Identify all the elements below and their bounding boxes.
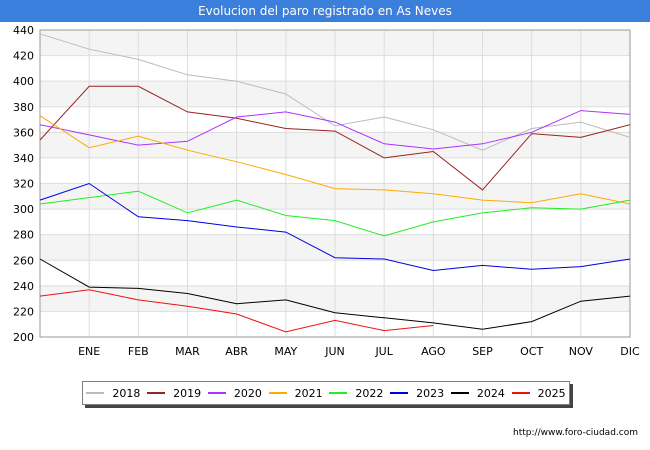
- legend-item-2019: 2019: [147, 387, 201, 400]
- y-tick-label: 300: [13, 203, 34, 216]
- x-tick-label: SEP: [472, 345, 493, 358]
- y-tick-label: 280: [13, 229, 34, 242]
- y-tick-label: 320: [13, 178, 34, 191]
- series-line-2022: [39, 190, 631, 237]
- legend-label: 2025: [537, 386, 566, 400]
- legend-label: 2018: [112, 386, 141, 400]
- legend-item-2021: 2021: [268, 386, 323, 400]
- series-line-2025: [39, 289, 434, 333]
- y-tick-label: 360: [13, 126, 34, 139]
- legend-swatch: [450, 392, 469, 394]
- x-tick-label: ABR: [225, 345, 248, 358]
- y-tick-label: 240: [13, 280, 34, 293]
- y-tick-label: 260: [13, 254, 34, 267]
- legend-item-2018: 2018: [86, 387, 140, 400]
- legend-item-2022: 2022: [329, 387, 383, 400]
- y-tick-label: 340: [13, 152, 34, 165]
- y-tick-label: 220: [13, 305, 34, 318]
- x-tick-label: DIC: [620, 345, 640, 358]
- y-tick-label: 420: [13, 50, 34, 63]
- legend-label: 2024: [476, 386, 505, 400]
- x-tick-label: ENE: [78, 345, 100, 358]
- legend-label: 2021: [294, 386, 323, 400]
- y-tick-label: 440: [13, 24, 34, 37]
- legend-item-2020: 2020: [207, 386, 262, 400]
- series-line-2021: [39, 115, 631, 205]
- legend-swatch: [268, 392, 287, 394]
- chart-title: Evolucion del paro registrado en As Neve…: [0, 0, 650, 22]
- legend-swatch: [86, 392, 105, 394]
- series-line-2020: [39, 110, 631, 150]
- legend-label: 2023: [416, 386, 445, 400]
- x-tick-label: NOV: [569, 345, 594, 358]
- source-url: http://www.foro-ciudad.com: [513, 428, 638, 438]
- x-tick-label: AGO: [421, 345, 446, 358]
- legend-swatch: [329, 392, 348, 394]
- x-tick-label: JUN: [324, 345, 345, 358]
- y-tick-label: 400: [13, 75, 34, 88]
- legend-swatch: [207, 392, 226, 394]
- x-tick-label: OCT: [520, 345, 543, 358]
- legend-label: 2019: [173, 386, 202, 400]
- series-line-2024: [39, 258, 631, 330]
- legend-swatch: [511, 392, 530, 394]
- chart-legend: 2018 2019 2020 2021 2022 2023 2024 2025: [82, 381, 570, 405]
- legend-swatch: [147, 392, 166, 394]
- legend-swatch: [390, 392, 409, 394]
- legend-label: 2020: [233, 386, 262, 400]
- series-line-2023: [39, 182, 631, 272]
- plot-area: [39, 29, 631, 338]
- legend-item-2023: 2023: [390, 387, 444, 400]
- series-line-2018: [39, 33, 631, 151]
- series-line-2019: [39, 85, 631, 191]
- x-tick-label: MAR: [175, 345, 200, 358]
- legend-label: 2022: [355, 386, 384, 400]
- legend-item-2024: 2024: [450, 386, 505, 400]
- y-tick-label: 380: [13, 101, 34, 114]
- x-tick-label: JUL: [374, 345, 393, 358]
- x-tick-label: FEB: [128, 345, 149, 358]
- legend-item-2025: 2025: [511, 386, 566, 400]
- x-tick-label: MAY: [274, 345, 297, 358]
- y-tick-label: 200: [13, 331, 34, 344]
